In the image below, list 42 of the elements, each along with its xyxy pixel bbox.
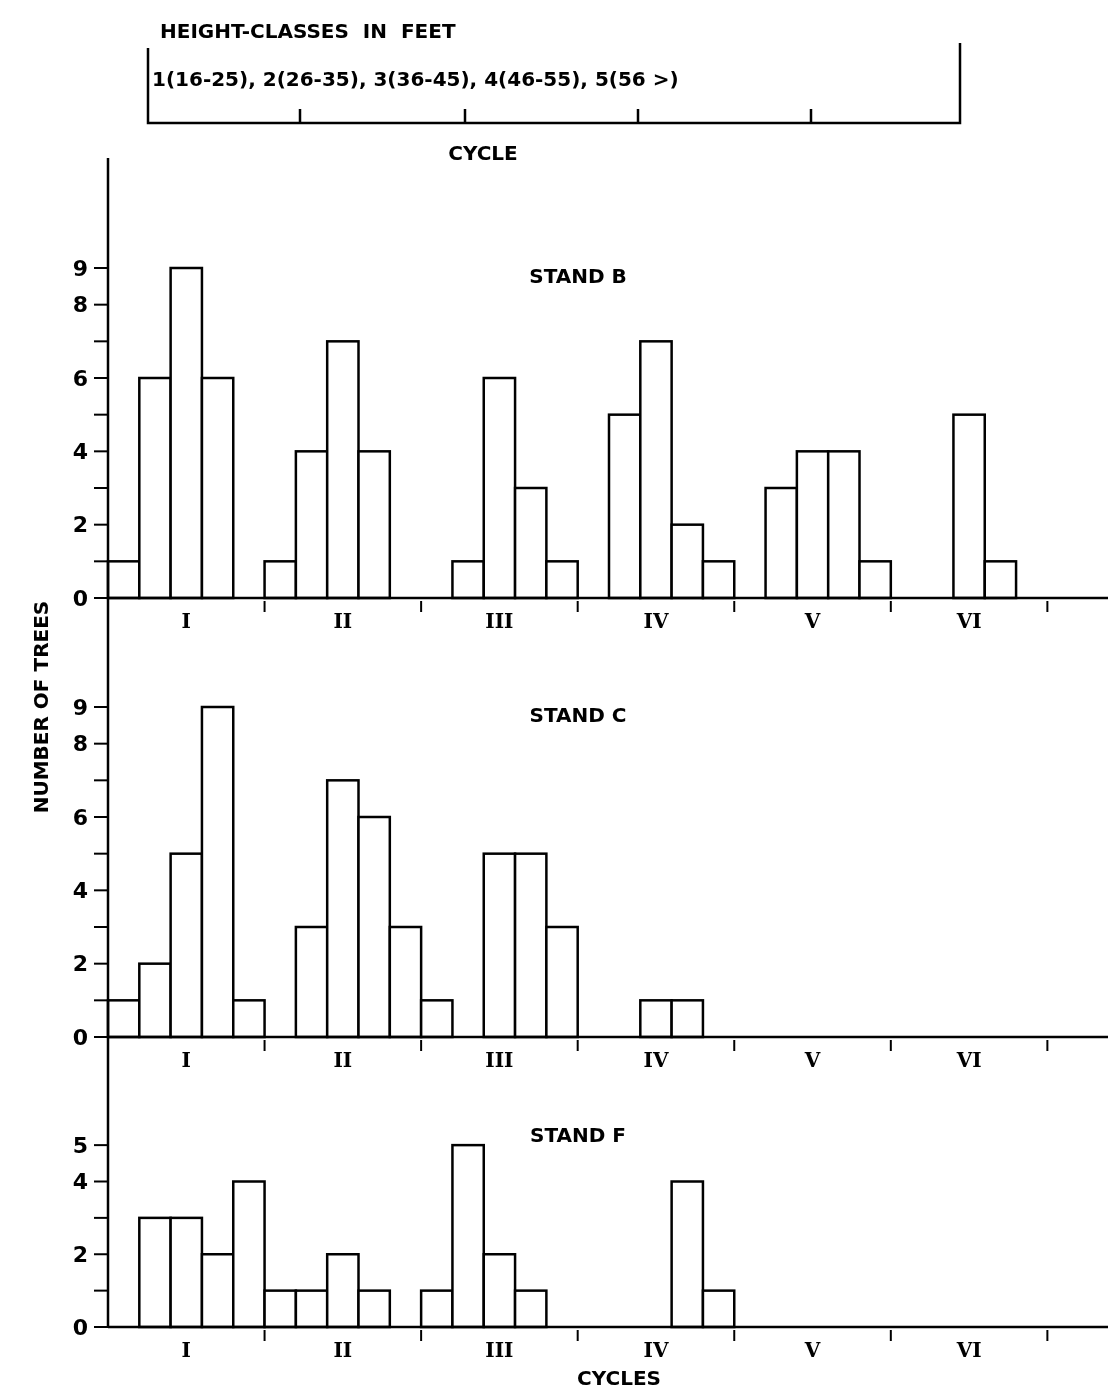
x-tick-label: IV (643, 1338, 669, 1362)
y-tick-label: 8 (72, 731, 88, 757)
x-axis-title: CYCLES (577, 1366, 661, 1390)
y-tick-label: 2 (72, 1241, 88, 1267)
y-tick-label: 0 (72, 1024, 88, 1050)
x-tick-label: I (181, 1048, 191, 1072)
y-tick-label: 5 (72, 1132, 88, 1158)
y-tick-label: 8 (72, 292, 88, 318)
x-tick-label: I (181, 1338, 191, 1362)
x-tick-label: III (485, 1048, 514, 1072)
y-tick-label: 0 (72, 585, 88, 611)
x-tick-label: VI (955, 1338, 982, 1362)
x-tick-label: II (333, 609, 353, 633)
y-tick-label: 0 (72, 1314, 88, 1340)
x-tick-label: II (333, 1048, 353, 1072)
y-tick-label: 4 (72, 878, 88, 904)
x-tick-label: III (485, 1338, 514, 1362)
text: STAND C (529, 703, 627, 727)
y-tick-label: 9 (72, 694, 88, 720)
y-tick-label: 4 (72, 1169, 88, 1195)
y-axis-title: NUMBER OF TREES (29, 600, 53, 814)
y-tick-label: 4 (72, 439, 88, 465)
x-tick-label: VI (955, 609, 982, 633)
text: STAND B (529, 264, 627, 288)
annotation: CYCLE (448, 141, 518, 165)
x-tick-label: IV (643, 609, 669, 633)
y-tick-label: 6 (72, 804, 88, 830)
y-tick-label: 6 (72, 365, 88, 391)
text: HEIGHT-CLASSES IN FEET (160, 19, 456, 43)
x-tick-label: V (803, 1338, 821, 1362)
y-tick-label: 2 (72, 951, 88, 977)
x-tick-label: III (485, 609, 514, 633)
x-tick-label: VI (955, 1048, 982, 1072)
x-tick-label: I (181, 609, 191, 633)
text: STAND F (530, 1123, 626, 1147)
y-tick-label: 9 (72, 255, 88, 281)
x-tick-label: II (333, 1338, 353, 1362)
y-tick-label: 2 (72, 512, 88, 538)
x-tick-label: V (803, 609, 821, 633)
x-tick-label: IV (643, 1048, 669, 1072)
x-tick-label: V (803, 1048, 821, 1072)
text: 1(16-25), 2(26-35), 3(36-45), 4(46-55), 5(56 >) (152, 67, 679, 91)
